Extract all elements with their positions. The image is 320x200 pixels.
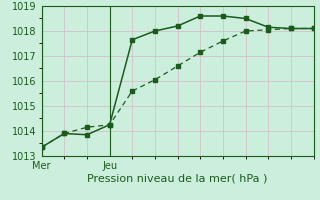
X-axis label: Pression niveau de la mer( hPa ): Pression niveau de la mer( hPa ) (87, 174, 268, 184)
